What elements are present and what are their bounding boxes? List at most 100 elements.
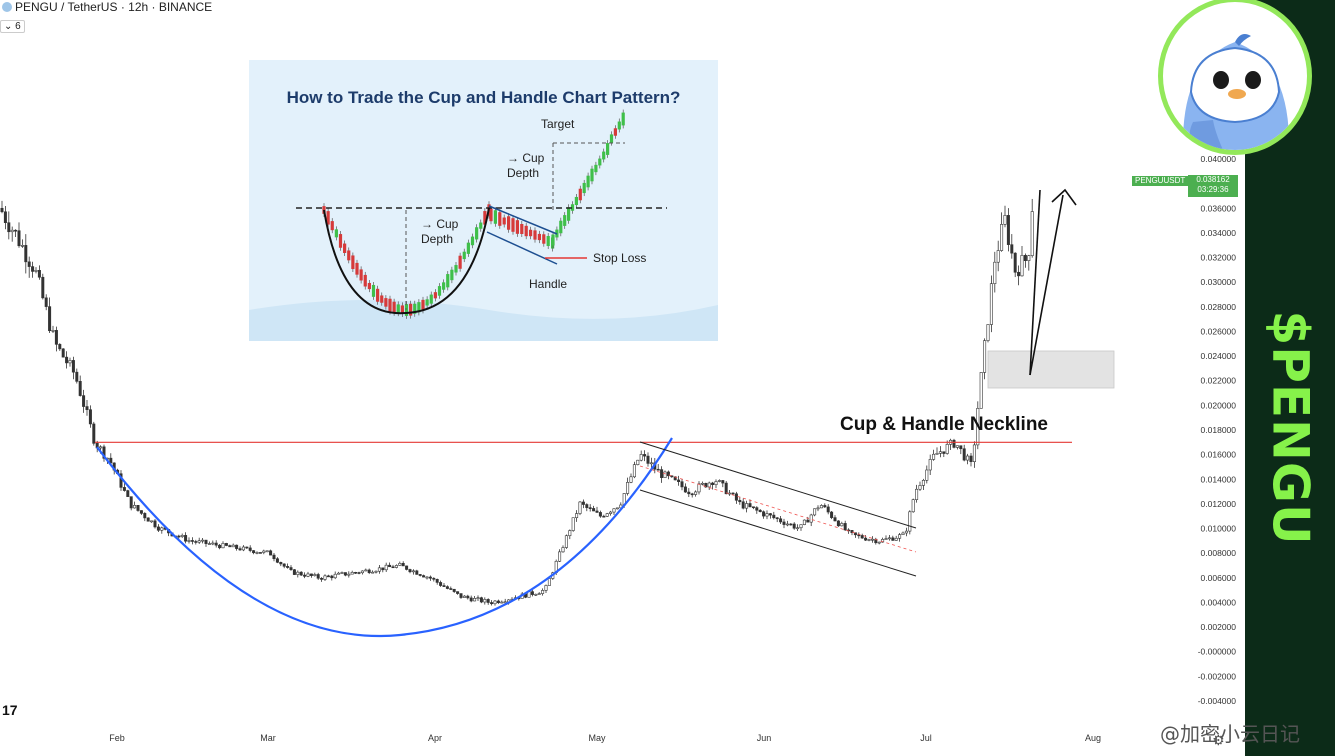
candle-body bbox=[92, 423, 96, 444]
inset-candle-body bbox=[483, 211, 487, 225]
candle-body bbox=[347, 573, 351, 576]
candle-body bbox=[44, 297, 48, 307]
projection-arrowhead bbox=[1051, 188, 1077, 206]
inset-candle-body bbox=[359, 269, 363, 281]
inset-candle-body bbox=[567, 207, 571, 221]
candle-body bbox=[418, 574, 422, 576]
inset-candle-body bbox=[606, 143, 610, 155]
candle-body bbox=[819, 505, 823, 509]
chart-overlays bbox=[95, 188, 1115, 638]
candle-body bbox=[109, 457, 113, 464]
candle-body bbox=[942, 451, 946, 454]
candle-body bbox=[731, 492, 735, 495]
handle-channel-top bbox=[639, 441, 917, 529]
y-tick-label: 0.030000 bbox=[1201, 277, 1237, 287]
settings-gear-icon[interactable]: ⚙ bbox=[1212, 732, 1225, 748]
candle-body bbox=[755, 507, 759, 511]
inset-candle-body bbox=[621, 112, 625, 126]
bar-countdown: 03:29:36 bbox=[1197, 185, 1229, 194]
candle-body bbox=[235, 544, 239, 549]
candle-body bbox=[65, 356, 69, 364]
candle-body bbox=[381, 567, 385, 571]
inset-candle-body bbox=[367, 282, 371, 290]
candle-body bbox=[194, 541, 198, 543]
inset-candle-body bbox=[326, 211, 330, 225]
indicator-toggle[interactable]: ⌄ 6 bbox=[0, 20, 25, 33]
inset-handle-top bbox=[488, 205, 558, 235]
candle-body bbox=[666, 471, 670, 477]
candle-body bbox=[126, 490, 130, 497]
candle-body bbox=[626, 482, 630, 494]
candle-body bbox=[857, 534, 861, 537]
candle-body bbox=[976, 408, 980, 446]
candle-body bbox=[34, 270, 38, 272]
candle-body bbox=[85, 406, 89, 410]
candle-body bbox=[1013, 252, 1017, 273]
candle-body bbox=[840, 523, 844, 527]
candle-body bbox=[853, 532, 857, 536]
x-tick-label: May bbox=[588, 733, 606, 743]
candle-body bbox=[367, 569, 371, 574]
penguin-avatar bbox=[1158, 0, 1312, 155]
candle-body bbox=[860, 535, 864, 539]
candle-body bbox=[306, 573, 310, 577]
candle-body bbox=[299, 571, 303, 576]
candle-body bbox=[904, 530, 908, 534]
inset-candle-body bbox=[380, 295, 384, 303]
candle-body bbox=[180, 535, 184, 537]
y-tick-label: 0.024000 bbox=[1201, 351, 1237, 361]
candle-body bbox=[864, 537, 868, 541]
inset-label-cup-depth-left: → Cup Depth bbox=[421, 217, 459, 246]
candle-body bbox=[986, 324, 990, 341]
candle-body bbox=[360, 570, 364, 574]
candle-body bbox=[935, 453, 939, 455]
candle-body bbox=[37, 270, 41, 278]
inset-candle-body bbox=[462, 251, 466, 260]
candle-body bbox=[88, 409, 92, 425]
candle-body bbox=[813, 508, 817, 516]
inset-candle-body bbox=[582, 182, 586, 194]
candle-body bbox=[459, 593, 463, 598]
candle-body bbox=[442, 585, 446, 587]
inset-candle-body bbox=[446, 274, 450, 288]
candle-body bbox=[972, 444, 976, 463]
x-tick-label: Apr bbox=[428, 733, 442, 743]
candle-body bbox=[20, 245, 24, 247]
candle-body bbox=[704, 482, 708, 488]
inset-candle-body bbox=[442, 282, 446, 290]
candle-body bbox=[809, 514, 813, 523]
inset-candle-body bbox=[384, 298, 388, 307]
candle-body bbox=[153, 520, 157, 528]
candle-body bbox=[61, 348, 65, 358]
candle-body bbox=[269, 550, 273, 556]
candle-body bbox=[31, 266, 35, 272]
y-tick-label: 0.020000 bbox=[1201, 400, 1237, 410]
candle-body bbox=[734, 493, 738, 501]
candle-body bbox=[694, 491, 698, 495]
inset-candle-body bbox=[502, 217, 506, 225]
candle-body bbox=[782, 521, 786, 525]
candle-body bbox=[932, 453, 936, 460]
candle-body bbox=[1017, 271, 1021, 277]
candle-body bbox=[785, 523, 789, 526]
symbol-header[interactable]: PENGU / TetherUS · 12h · BINANCE bbox=[0, 0, 212, 14]
inset-candle-body bbox=[400, 305, 404, 314]
candle-body bbox=[68, 360, 72, 364]
candle-body bbox=[479, 597, 483, 603]
y-tick-label: 0.010000 bbox=[1201, 524, 1237, 534]
y-tick-label: 0.002000 bbox=[1201, 622, 1237, 632]
candle-body bbox=[738, 499, 742, 503]
inset-candle-body bbox=[586, 175, 590, 188]
candle-body bbox=[143, 513, 147, 519]
candle-body bbox=[14, 229, 18, 232]
candle-body bbox=[792, 523, 796, 529]
candle-body bbox=[530, 591, 534, 595]
tradingview-logo[interactable]: 17 bbox=[2, 702, 18, 718]
candle-body bbox=[979, 372, 983, 409]
inset-candle-body bbox=[425, 299, 429, 306]
y-tick-label: 0.004000 bbox=[1201, 597, 1237, 607]
candle-body bbox=[772, 514, 776, 519]
candle-body bbox=[887, 537, 891, 540]
inset-candle-body bbox=[413, 303, 417, 314]
